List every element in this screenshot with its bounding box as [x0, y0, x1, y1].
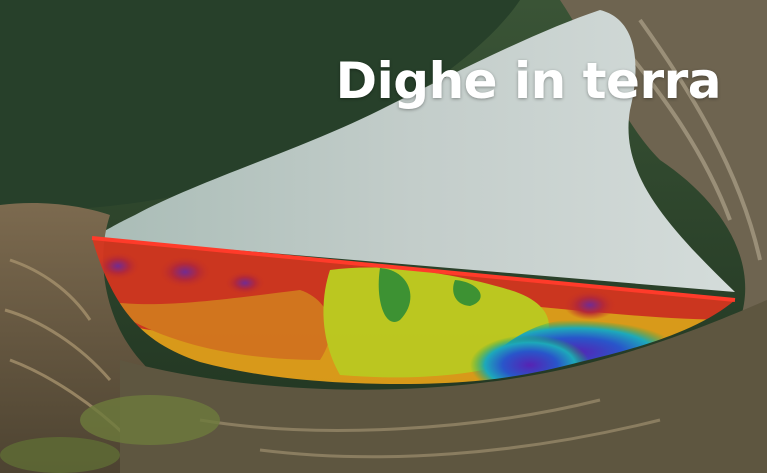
page-title: Dighe in terra: [335, 52, 722, 110]
